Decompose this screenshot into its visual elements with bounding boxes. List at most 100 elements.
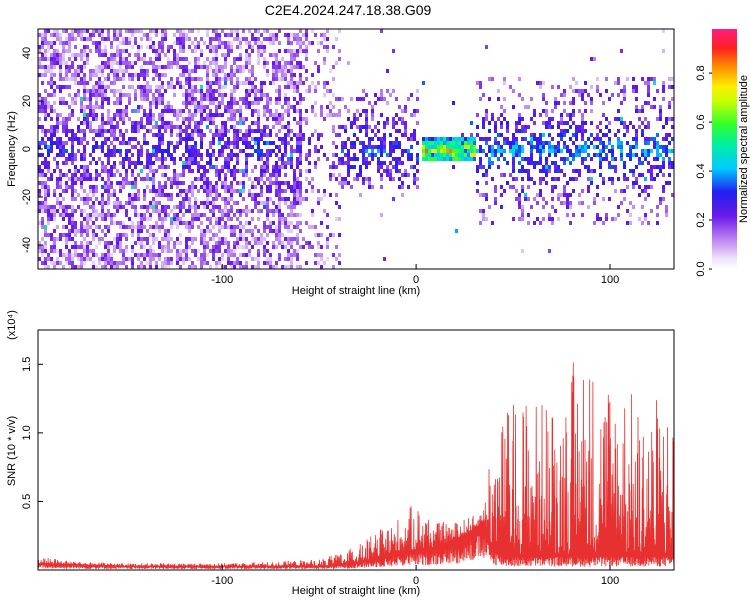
heatmap-cell: [62, 101, 65, 105]
heatmap-cell: [155, 145, 158, 149]
heatmap-cell: [146, 165, 149, 169]
heatmap-cell: [203, 169, 206, 173]
heatmap-cell: [206, 153, 209, 157]
heatmap-cell: [80, 185, 83, 189]
heatmap-cell: [275, 161, 278, 165]
heatmap-cell: [278, 101, 281, 105]
heatmap-cell: [317, 41, 320, 45]
heatmap-cell: [53, 81, 56, 85]
heatmap-cell: [194, 77, 197, 81]
heatmap-cell: [200, 113, 203, 117]
heatmap-cell: [131, 85, 134, 89]
heatmap-cell: [257, 217, 260, 221]
heatmap-cell: [239, 245, 242, 249]
heatmap-cell: [638, 125, 641, 129]
heatmap-cell: [362, 181, 365, 185]
heatmap-cell: [404, 121, 407, 125]
heatmap-cell: [248, 61, 251, 65]
heatmap-cell: [197, 101, 200, 105]
heatmap-cell: [227, 49, 230, 53]
heatmap-cell: [191, 217, 194, 221]
heatmap-cell: [239, 189, 242, 193]
heatmap-cell: [404, 129, 407, 133]
heatmap-cell: [188, 137, 191, 141]
heatmap-cell: [215, 97, 218, 101]
heatmap-cell: [605, 133, 608, 137]
heatmap-cell: [302, 49, 305, 53]
heatmap-cell: [257, 241, 260, 245]
heatmap-cell: [155, 237, 158, 241]
heatmap-cell: [101, 129, 104, 133]
heatmap-cell: [200, 53, 203, 57]
heatmap-cell: [197, 105, 200, 109]
heatmap-cell: [311, 109, 314, 113]
heatmap-cell: [281, 165, 284, 169]
heatmap-cell: [158, 77, 161, 81]
heatmap-cell: [293, 133, 296, 137]
heatmap-cell: [287, 181, 290, 185]
heatmap-cell: [398, 185, 401, 189]
heatmap-cell: [509, 141, 512, 145]
heatmap-cell: [113, 33, 116, 37]
heatmap-cell: [323, 153, 326, 157]
heatmap-cell: [365, 149, 368, 153]
heatmap-cell: [233, 97, 236, 101]
heatmap-cell: [62, 173, 65, 177]
heatmap-cell: [341, 161, 344, 165]
heatmap-cell: [248, 249, 251, 253]
heatmap-cell: [56, 137, 59, 141]
heatmap-cell: [314, 145, 317, 149]
heatmap-cell: [656, 141, 659, 145]
heatmap-cell: [242, 185, 245, 189]
heatmap-cell: [398, 157, 401, 161]
heatmap-cell: [404, 149, 407, 153]
heatmap-cell: [62, 213, 65, 217]
heatmap-cell: [221, 137, 224, 141]
heatmap-cell: [230, 233, 233, 237]
heatmap-cell: [209, 153, 212, 157]
heatmap-cell: [188, 149, 191, 153]
heatmap-cell: [212, 37, 215, 41]
heatmap-cell: [194, 49, 197, 53]
heatmap-cell: [452, 157, 455, 161]
heatmap-cell: [200, 221, 203, 225]
heatmap-cell: [551, 189, 554, 193]
heatmap-cell: [296, 177, 299, 181]
heatmap-cell: [158, 201, 161, 205]
heatmap-cell: [59, 57, 62, 61]
heatmap-cell: [68, 169, 71, 173]
heatmap-cell: [605, 157, 608, 161]
heatmap-cell: [83, 229, 86, 233]
heatmap-cell: [44, 241, 47, 245]
heatmap-cell: [146, 113, 149, 117]
heatmap-cell: [254, 177, 257, 181]
heatmap-cell: [53, 89, 56, 93]
heatmap-cell: [209, 65, 212, 69]
heatmap-cell: [137, 141, 140, 145]
heatmap-cell: [161, 249, 164, 253]
heatmap-cell: [245, 133, 248, 137]
heatmap-cell: [635, 181, 638, 185]
heatmap-cell: [44, 101, 47, 105]
heatmap-cell: [74, 265, 77, 269]
heatmap-cell: [170, 77, 173, 81]
heatmap-cell: [488, 145, 491, 149]
heatmap-cell: [74, 221, 77, 225]
heatmap-cell: [557, 141, 560, 145]
heatmap-cell: [248, 29, 251, 33]
heatmap-cell: [68, 233, 71, 237]
heatmap-cell: [530, 133, 533, 137]
heatmap-cell: [158, 125, 161, 129]
heatmap-cell: [218, 257, 221, 261]
heatmap-cell: [137, 253, 140, 257]
heatmap-cell: [311, 245, 314, 249]
heatmap-cell: [77, 149, 80, 153]
heatmap-cell: [602, 133, 605, 137]
heatmap-cell: [281, 181, 284, 185]
heatmap-cell: [380, 113, 383, 117]
heatmap-cell: [89, 217, 92, 221]
heatmap-cell: [212, 189, 215, 193]
heatmap-cell: [185, 209, 188, 213]
heatmap-cell: [563, 161, 566, 165]
heatmap-cell: [653, 97, 656, 101]
